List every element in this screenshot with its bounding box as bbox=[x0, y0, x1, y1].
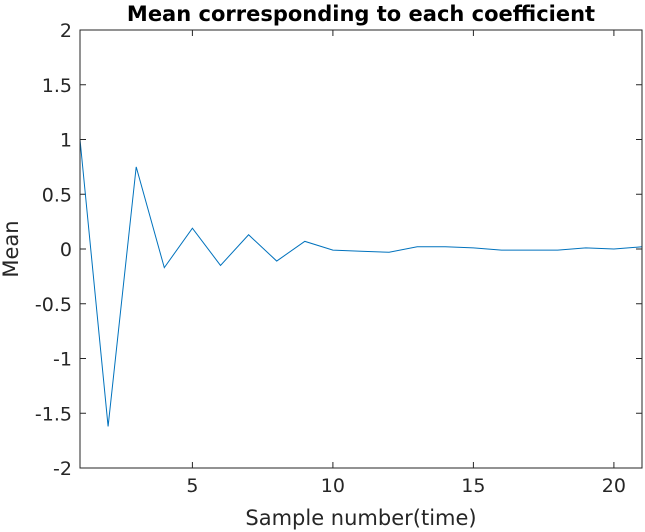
y-tick-label: 1 bbox=[60, 130, 72, 152]
series-line bbox=[79, 139, 643, 427]
y-tick-label: -0.5 bbox=[35, 294, 72, 316]
y-tick-label: 0 bbox=[60, 239, 72, 261]
y-axis-label: Mean bbox=[0, 220, 23, 277]
y-tick-label: 1.5 bbox=[42, 75, 72, 97]
x-tick-label: 5 bbox=[186, 475, 198, 497]
axis-ticks: 5 10 15 20 -2 -1.5 -1 -0.5 0 0.5 1 1.5 2 bbox=[35, 20, 642, 497]
x-tick-label: 20 bbox=[602, 475, 626, 497]
y-tick-label: 2 bbox=[60, 20, 72, 42]
series-group bbox=[79, 139, 643, 427]
chart-title: Mean corresponding to each coefficient bbox=[127, 2, 595, 26]
y-tick-label: -2 bbox=[53, 458, 72, 480]
y-tick-label: -1 bbox=[53, 349, 72, 371]
x-tick-label: 10 bbox=[321, 475, 345, 497]
x-tick-label: 15 bbox=[461, 475, 485, 497]
x-axis-label: Sample number(time) bbox=[245, 506, 476, 530]
y-tick-label: -1.5 bbox=[35, 403, 72, 425]
plot-frame bbox=[79, 29, 643, 469]
y-tick-label: 0.5 bbox=[42, 184, 72, 206]
